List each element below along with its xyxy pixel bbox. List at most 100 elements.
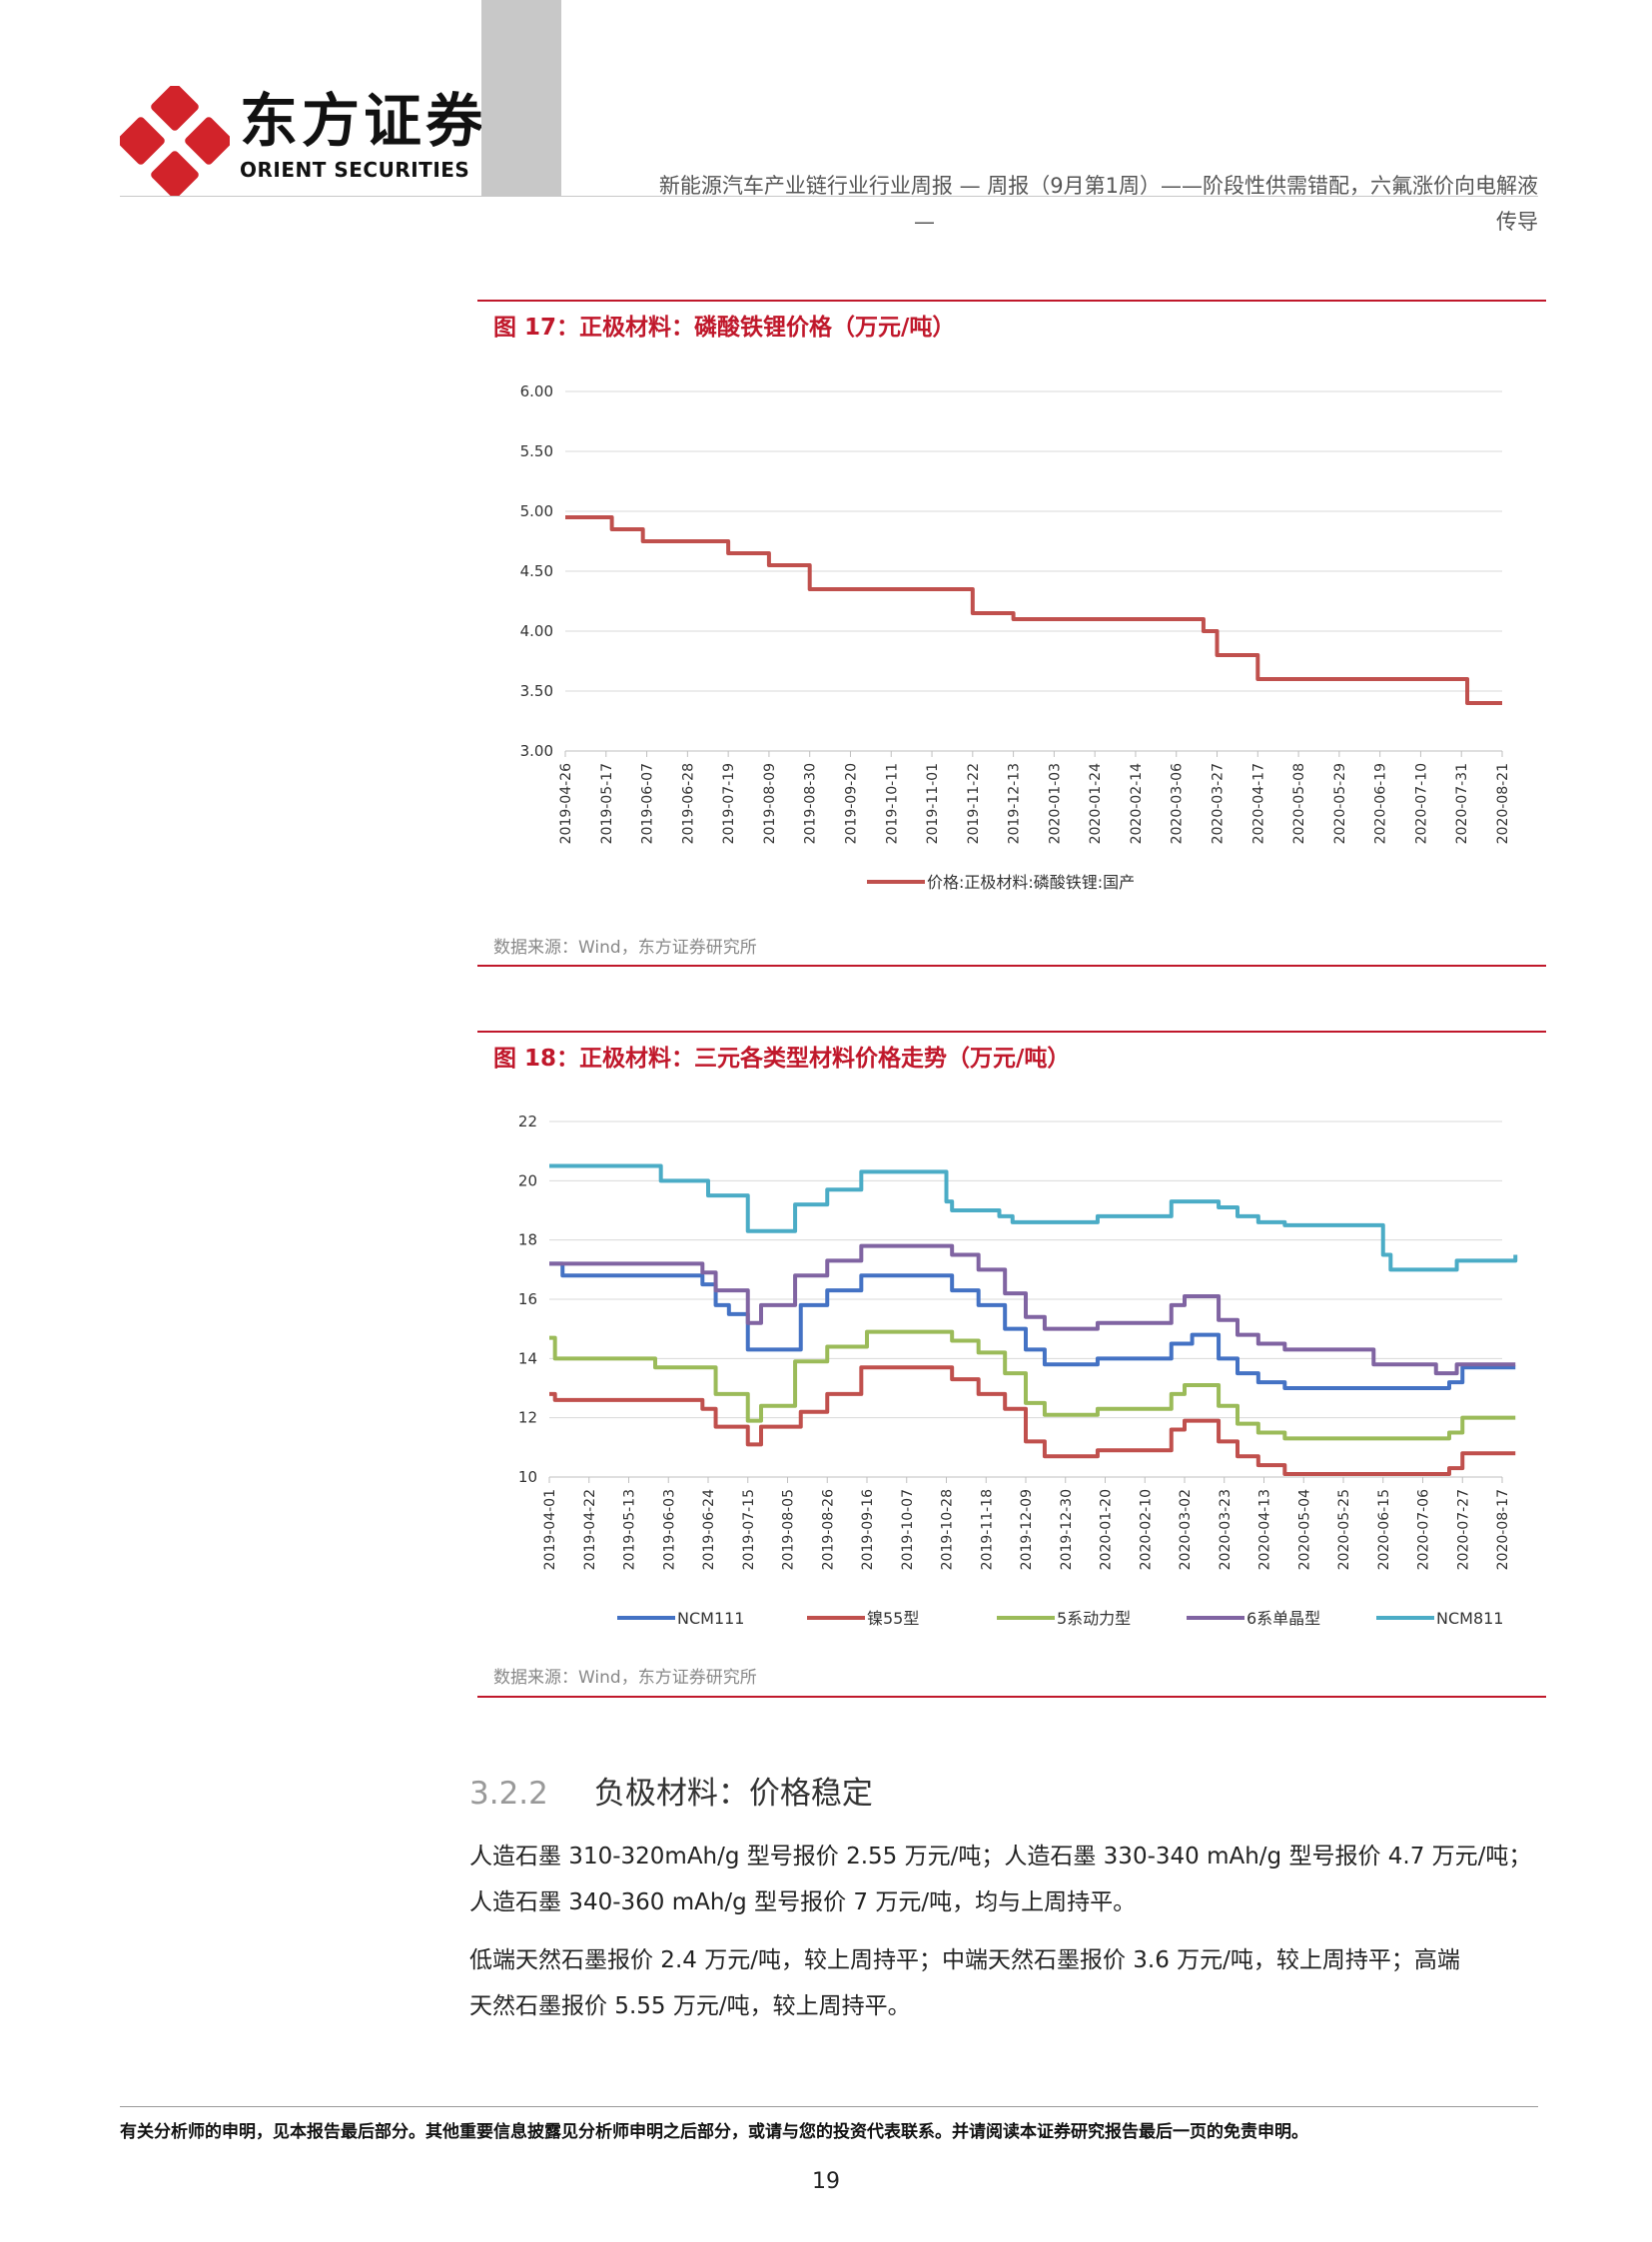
x-tick-label: 2020-05-25	[1336, 1489, 1352, 1570]
x-tick-label: 2019-09-16	[860, 1489, 876, 1570]
x-tick-label: 2020-07-06	[1416, 1489, 1432, 1570]
legend-label: 镍55型	[867, 1609, 919, 1628]
x-tick-label: 2019-08-30	[803, 763, 819, 844]
y-tick-label: 18	[518, 1231, 537, 1249]
y-tick-label: 5.50	[520, 442, 553, 460]
x-tick-label: 2020-03-06	[1170, 763, 1186, 844]
x-tick-label: 2020-07-10	[1413, 763, 1429, 844]
x-tick-label: 2020-01-20	[1099, 1489, 1115, 1570]
figure17-top-rule	[477, 300, 1546, 302]
x-tick-label: 2019-04-01	[542, 1489, 558, 1570]
x-tick-label: 2020-03-27	[1211, 763, 1227, 844]
x-tick-label: 2020-05-04	[1296, 1489, 1312, 1570]
x-tick-label: 2020-02-10	[1138, 1489, 1154, 1570]
x-tick-label: 2019-07-19	[721, 763, 737, 844]
x-tick-label: 2019-11-18	[979, 1489, 995, 1570]
y-tick-label: 3.00	[520, 742, 553, 760]
x-tick-label: 2020-03-02	[1178, 1489, 1194, 1570]
section-heading: 3.2.2 负极材料：价格稳定	[469, 1768, 873, 1813]
brand-name-en: ORIENT SECURITIES	[240, 158, 470, 182]
x-tick-label: 2019-11-22	[966, 763, 982, 844]
x-tick-label: 2019-08-26	[820, 1489, 836, 1570]
paragraph-line: 人造石墨 340-360 mAh/g 型号报价 7 万元/吨，均与上周持平。	[469, 1889, 1137, 1915]
x-tick-label: 2019-12-30	[1059, 1489, 1075, 1570]
x-tick-label: 2020-08-21	[1495, 763, 1511, 844]
section-title: 负极材料：价格稳定	[593, 1776, 873, 1812]
lfp-price-chart: 3.00 3.50 4.00 4.50 5.00 5.50 6.00 2019-04-26 20…	[520, 382, 1511, 892]
x-tick-label: 2019-06-28	[680, 763, 696, 844]
legend-label: NCM811	[1436, 1609, 1503, 1628]
footer-divider	[120, 2106, 1538, 2107]
y-tick-label: 14	[518, 1349, 537, 1367]
series-line	[549, 1243, 1516, 1376]
paragraph-line: 天然石墨报价 5.55 万元/吨，较上周持平。	[469, 1993, 911, 2019]
y-tick-label: 4.50	[520, 562, 553, 580]
x-tick-label: 2020-01-03	[1047, 763, 1063, 844]
paragraph-line: 人造石墨 310-320mAh/g 型号报价 2.55 万元/吨；人造石墨 33…	[469, 1844, 1532, 1869]
series-line	[565, 515, 1502, 705]
figure18-bottom-rule	[477, 1696, 1546, 1698]
page-number: 19	[812, 2169, 840, 2194]
report-title-line2: 传导	[1496, 210, 1538, 234]
x-tick-label: 2020-03-23	[1218, 1489, 1234, 1570]
ternary-price-chart: 10 12 14 16 18 20 22 2019-04-01 2019-04-22 2019-0…	[518, 1113, 1518, 1628]
y-tick-label: 3.50	[520, 682, 553, 700]
brand-name-cn: 东方证券	[240, 87, 488, 155]
x-tick-label: 2019-05-13	[622, 1489, 638, 1570]
x-tick-label: 2020-05-08	[1291, 763, 1307, 844]
x-tick-label: 2019-10-28	[940, 1489, 956, 1570]
legend-label: NCM111	[677, 1609, 744, 1628]
x-tick-label: 2019-05-17	[599, 763, 615, 844]
series-line	[549, 1163, 1518, 1272]
figure18-top-rule	[477, 1031, 1546, 1033]
x-tick-label: 2019-04-22	[582, 1489, 598, 1570]
x-tick-label: 2020-04-17	[1250, 763, 1266, 844]
x-tick-label: 2020-08-17	[1495, 1489, 1511, 1570]
figure17-title: 图 17：正极材料：磷酸铁锂价格（万元/吨）	[493, 315, 956, 341]
header-divider	[120, 196, 1538, 197]
x-tick-label: 2019-12-13	[1007, 763, 1023, 844]
legend-label: 6系单晶型	[1246, 1609, 1320, 1628]
report-title-line1: 新能源汽车产业链行业行业周报 — 周报（9月第1周）——阶段性供需错配，六氟涨价…	[658, 174, 1538, 198]
figure17-source: 数据来源：Wind，东方证券研究所	[493, 938, 757, 958]
series-line	[549, 1365, 1516, 1477]
report-title: 新能源汽车产业链行业行业周报 — 周报（9月第1周）——阶段性供需错配，六氟涨价…	[594, 168, 1538, 240]
x-tick-label: 2019-10-07	[900, 1489, 916, 1570]
x-tick-label: 2019-08-09	[762, 763, 778, 844]
y-tick-label: 5.00	[520, 502, 553, 520]
section-number: 3.2.2	[469, 1776, 548, 1812]
y-tick-label: 20	[518, 1171, 537, 1189]
x-tick-label: 2020-02-14	[1129, 763, 1145, 844]
x-tick-label: 2020-06-19	[1373, 763, 1389, 844]
x-tick-label: 2020-07-31	[1454, 763, 1470, 844]
footer-disclaimer: 有关分析师的申明，见本报告最后部分。其他重要信息披露见分析师申明之后部分，或请与…	[120, 2122, 1308, 2142]
x-tick-label: 2019-06-07	[640, 763, 656, 844]
logo-icon	[120, 86, 230, 196]
x-tick-label: 2019-06-24	[701, 1489, 717, 1570]
legend-label: 价格:正极材料:磷酸铁锂:国产	[927, 873, 1135, 892]
paragraph-artificial-graphite: 人造石墨 310-320mAh/g 型号报价 2.55 万元/吨；人造石墨 33…	[469, 1834, 1538, 1925]
series-line	[549, 1329, 1516, 1441]
x-tick-label: 2019-10-11	[884, 763, 900, 844]
x-tick-label: 2019-07-15	[741, 1489, 757, 1570]
paragraph-natural-graphite: 低端天然石墨报价 2.4 万元/吨，较上周持平；中端天然石墨报价 3.6 万元/…	[469, 1937, 1538, 2029]
y-tick-label: 4.00	[520, 622, 553, 640]
x-tick-label: 2019-08-05	[781, 1489, 797, 1570]
y-tick-label: 12	[518, 1409, 537, 1427]
x-tick-label: 2020-01-24	[1088, 763, 1104, 844]
paragraph-line: 低端天然石墨报价 2.4 万元/吨，较上周持平；中端天然石墨报价 3.6 万元/…	[469, 1947, 1460, 1973]
x-tick-label: 2019-09-20	[843, 763, 859, 844]
x-tick-label: 2020-07-27	[1455, 1489, 1471, 1570]
figure18-source: 数据来源：Wind，东方证券研究所	[493, 1668, 757, 1688]
x-tick-label: 2020-05-29	[1332, 763, 1348, 844]
x-tick-label: 2019-12-09	[1019, 1489, 1035, 1570]
x-tick-label: 2019-11-01	[925, 763, 941, 844]
y-tick-label: 10	[518, 1468, 537, 1486]
legend-label: 5系动力型	[1057, 1609, 1131, 1628]
y-tick-label: 6.00	[520, 382, 553, 400]
x-tick-label: 2020-04-13	[1257, 1489, 1273, 1570]
x-tick-label: 2019-06-03	[661, 1489, 677, 1570]
figure17-bottom-rule	[477, 965, 1546, 967]
x-tick-label: 2020-06-15	[1376, 1489, 1392, 1570]
header-gray-block	[481, 0, 561, 196]
